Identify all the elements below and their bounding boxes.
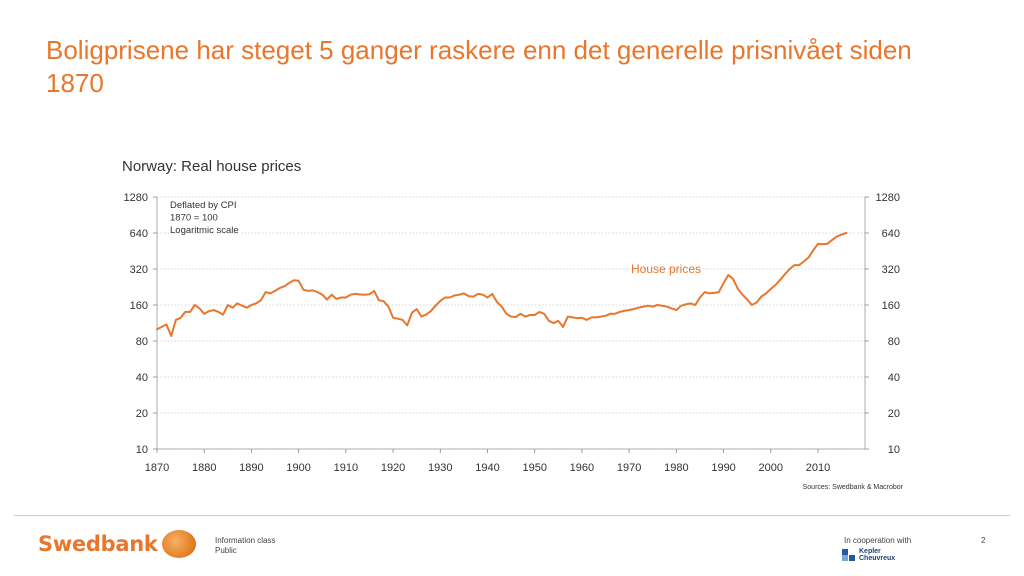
x-tick-1890: 1890 bbox=[239, 462, 263, 474]
x-tick-1960: 1960 bbox=[570, 462, 594, 474]
x-tick-1930: 1930 bbox=[428, 462, 452, 474]
chart-note-3: Logaritmic scale bbox=[170, 225, 239, 236]
line-chart: 10 10 20 20 40 40 80 80 160 160 320 320 640 640 1280 12… bbox=[124, 192, 904, 491]
information-class: Information class Public bbox=[215, 536, 275, 556]
series-label-house-prices: House prices bbox=[631, 262, 701, 276]
footer-divider bbox=[14, 515, 1010, 516]
y-tick-left-20: 20 bbox=[136, 408, 148, 420]
y-tick-left-160: 160 bbox=[130, 300, 148, 312]
y-tick-left-80: 80 bbox=[136, 336, 148, 348]
page-number: 2 bbox=[981, 536, 986, 545]
info-class-value: Public bbox=[215, 546, 237, 555]
y-tick-right-160: 160 bbox=[882, 300, 900, 312]
x-tick-2000: 2000 bbox=[759, 462, 783, 474]
y-tick-right-40: 40 bbox=[888, 372, 900, 384]
swedbank-logo: Swedbank bbox=[38, 528, 196, 560]
x-tick-1950: 1950 bbox=[522, 462, 546, 474]
partner-logo: Kepler Cheuvreux bbox=[842, 548, 895, 562]
y-tick-right-640: 640 bbox=[882, 228, 900, 240]
chart-note-1: Deflated by CPI bbox=[170, 200, 237, 211]
info-class-label: Information class bbox=[215, 536, 276, 545]
y-tick-right-1280: 1280 bbox=[876, 192, 900, 204]
logo-text: Swedbank bbox=[38, 532, 158, 556]
slide-title: Boligprisene har steget 5 ganger raskere… bbox=[46, 35, 912, 98]
series-line-house-prices bbox=[156, 232, 848, 337]
kepler-icon bbox=[842, 549, 856, 561]
y-tick-left-10: 10 bbox=[136, 444, 148, 456]
x-tick-1920: 1920 bbox=[381, 462, 405, 474]
y-tick-left-1280: 1280 bbox=[124, 192, 148, 204]
cooperation-label: In cooperation with bbox=[844, 536, 912, 545]
y-tick-right-80: 80 bbox=[888, 336, 900, 348]
y-tick-left-320: 320 bbox=[130, 264, 148, 276]
chart-axes: 10 10 20 20 40 40 80 80 160 160 320 320 640 640 1280 12… bbox=[124, 192, 900, 474]
chart-title: Norway: Real house prices bbox=[122, 158, 302, 175]
chart-note-2: 1870 = 100 bbox=[170, 213, 218, 224]
x-tick-1980: 1980 bbox=[664, 462, 688, 474]
x-tick-1990: 1990 bbox=[711, 462, 735, 474]
x-tick-1880: 1880 bbox=[192, 462, 216, 474]
oak-tree-icon bbox=[161, 530, 196, 558]
grid-lines bbox=[157, 196, 865, 450]
partner-name-line2: Cheuvreux bbox=[859, 555, 896, 562]
y-tick-right-20: 20 bbox=[888, 408, 900, 420]
series-layer bbox=[156, 232, 848, 337]
x-tick-1900: 1900 bbox=[286, 462, 310, 474]
x-tick-2010: 2010 bbox=[806, 462, 830, 474]
source-note: Sources: Swedbank & Macrobor bbox=[803, 484, 904, 491]
y-tick-right-320: 320 bbox=[882, 264, 900, 276]
partner-name-line1: Kepler bbox=[859, 548, 881, 555]
x-tick-1870: 1870 bbox=[145, 462, 169, 474]
x-tick-1910: 1910 bbox=[334, 462, 358, 474]
y-tick-left-640: 640 bbox=[130, 228, 148, 240]
x-tick-1940: 1940 bbox=[475, 462, 499, 474]
y-tick-left-40: 40 bbox=[136, 372, 148, 384]
y-tick-right-10: 10 bbox=[888, 444, 900, 456]
x-tick-1970: 1970 bbox=[617, 462, 641, 474]
